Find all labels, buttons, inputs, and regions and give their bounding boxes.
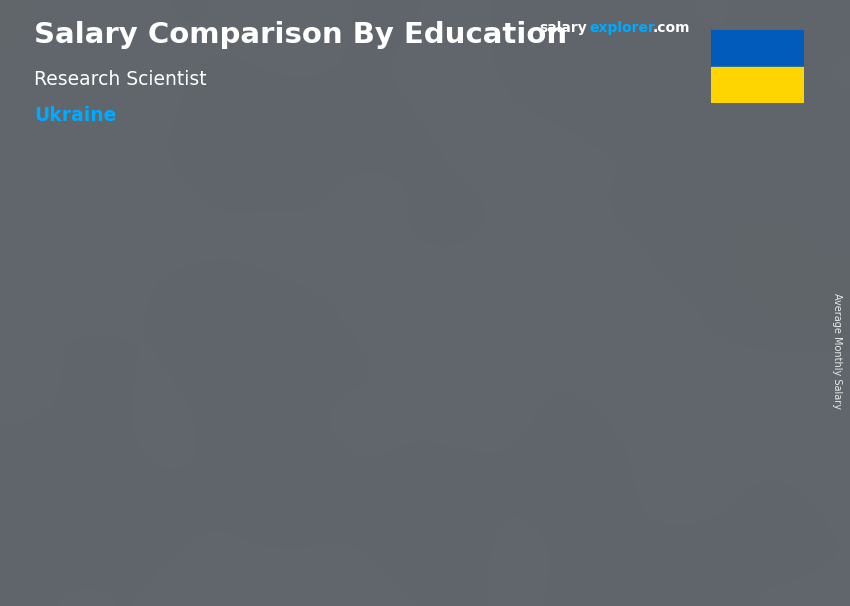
Text: Bachelor's
Degree: Bachelor's Degree	[152, 539, 229, 571]
FancyArrowPatch shape	[176, 328, 367, 396]
Text: .com: .com	[653, 21, 690, 35]
Text: +64%: +64%	[465, 202, 541, 225]
Bar	[711, 67, 804, 103]
Text: 22,800 UAH: 22,800 UAH	[95, 384, 186, 399]
FancyArrowPatch shape	[405, 240, 596, 351]
Text: Salary Comparison By Education: Salary Comparison By Education	[34, 21, 567, 49]
Polygon shape	[217, 404, 229, 521]
Bar	[551, 255, 615, 521]
Text: PhD: PhD	[575, 539, 604, 554]
Text: Master's
Degree: Master's Degree	[359, 539, 421, 571]
Bar	[153, 404, 217, 521]
Text: +38%: +38%	[207, 290, 282, 314]
Text: 51,500 UAH: 51,500 UAH	[553, 236, 644, 251]
Text: salary: salary	[540, 21, 587, 35]
Polygon shape	[615, 255, 626, 521]
Polygon shape	[416, 359, 428, 521]
Text: Research Scientist: Research Scientist	[34, 70, 207, 88]
Text: explorer: explorer	[589, 21, 654, 35]
Bar	[711, 30, 804, 67]
Bar	[352, 359, 416, 521]
Text: Average Monthly Salary: Average Monthly Salary	[832, 293, 842, 410]
Text: 31,400 UAH: 31,400 UAH	[303, 340, 394, 355]
Text: Ukraine: Ukraine	[34, 106, 116, 125]
